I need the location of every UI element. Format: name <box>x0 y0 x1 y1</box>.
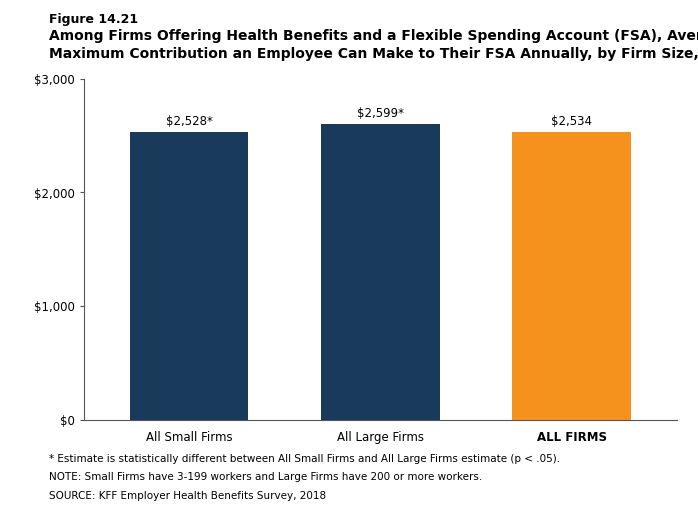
Bar <box>130 132 248 420</box>
Text: $2,534: $2,534 <box>551 115 593 128</box>
Text: $2,599*: $2,599* <box>357 108 404 120</box>
Text: SOURCE: KFF Employer Health Benefits Survey, 2018: SOURCE: KFF Employer Health Benefits Sur… <box>49 491 326 501</box>
Text: NOTE: Small Firms have 3-199 workers and Large Firms have 200 or more workers.: NOTE: Small Firms have 3-199 workers and… <box>49 472 482 482</box>
Text: $2,528*: $2,528* <box>165 116 212 129</box>
Text: Maximum Contribution an Employee Can Make to Their FSA Annually, by Firm Size, 2: Maximum Contribution an Employee Can Mak… <box>49 47 698 61</box>
Text: Among Firms Offering Health Benefits and a Flexible Spending Account (FSA), Aver: Among Firms Offering Health Benefits and… <box>49 29 698 43</box>
Bar <box>321 124 440 420</box>
Text: * Estimate is statistically different between All Small Firms and All Large Firm: * Estimate is statistically different be… <box>49 454 560 464</box>
Text: Figure 14.21: Figure 14.21 <box>49 13 138 26</box>
Bar <box>512 132 631 420</box>
